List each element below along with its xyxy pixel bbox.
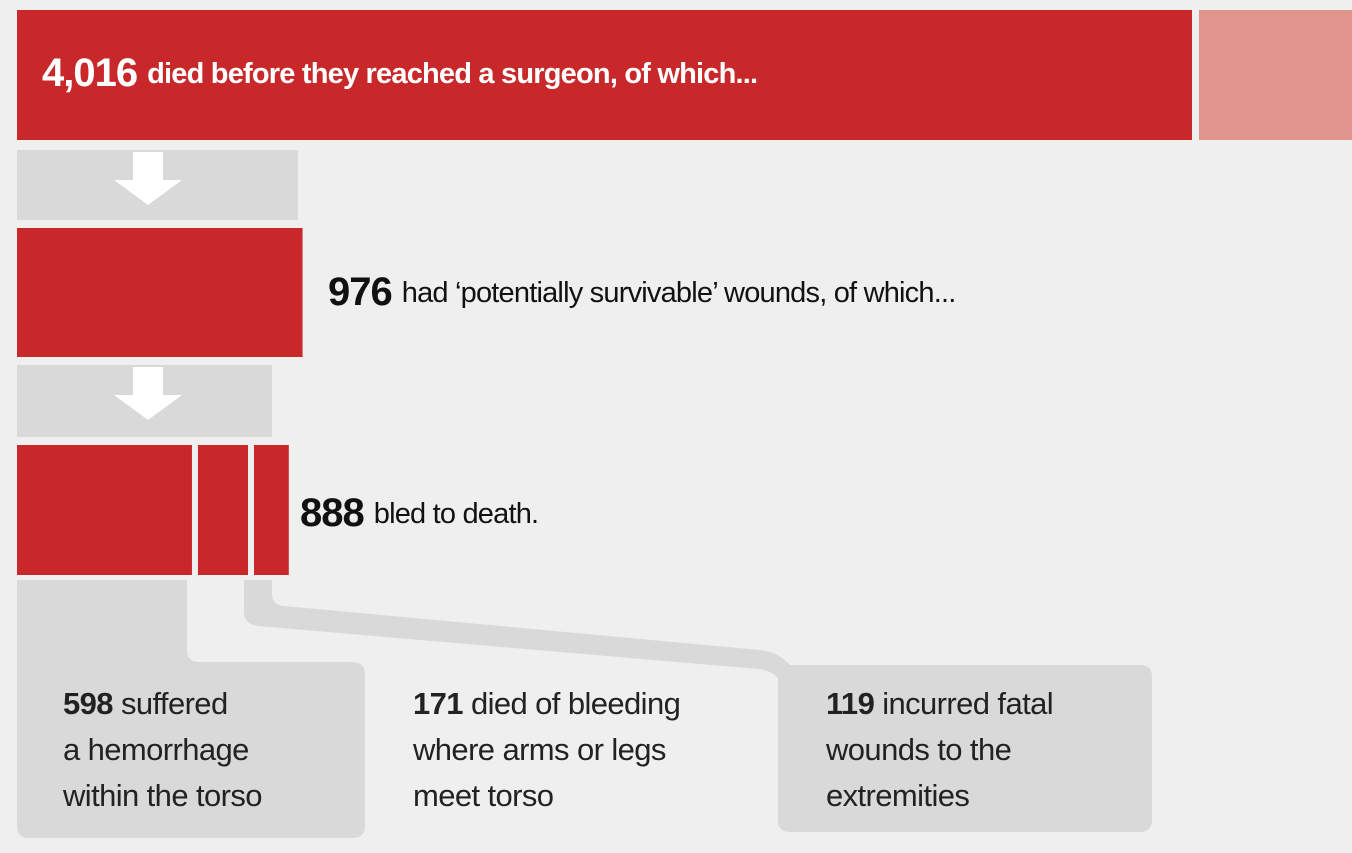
breakdown-text: meet torso [413, 778, 553, 813]
breakdown-text: 119 incurred fatal [826, 686, 1053, 721]
step-bar [17, 10, 1192, 140]
arrow [114, 367, 182, 420]
step-count: 4,016 [42, 51, 137, 95]
breakdown-text: within the torso [62, 778, 262, 813]
step-count: 976 [328, 270, 392, 314]
breakdown-text: wounds to the [825, 732, 1011, 767]
breakdown-box [244, 580, 1152, 832]
step-bar [17, 228, 303, 357]
breakdown-count: 119 [826, 686, 875, 721]
breakdown-text: extremities [826, 778, 969, 813]
step-label: died before they reached a surgeon, of w… [147, 58, 757, 90]
step-text: 888 bled to death. [300, 491, 538, 535]
breakdown-bar [197, 445, 248, 575]
arrow [114, 152, 182, 205]
step-label: had ‘potentially survivable’ wounds, of … [402, 277, 956, 309]
breakdown-line: suffered [121, 686, 228, 721]
breakdown-box [17, 580, 365, 838]
breakdown-bar [253, 445, 289, 575]
step-count: 888 [300, 491, 364, 535]
breakdown-count: 171 [413, 686, 463, 721]
step-text: 4,016 died before they reached a surgeon,… [42, 51, 757, 95]
remainder-bar [1199, 10, 1352, 140]
breakdown-bar [17, 445, 192, 575]
step-label: bled to death. [374, 498, 539, 530]
breakdown-count: 598 [63, 686, 113, 721]
breakdown-line: incurred fatal [882, 686, 1053, 721]
step-text: 976 had ‘potentially survivable’ wounds, … [328, 270, 956, 314]
breakdown-text: 598 suffered [63, 686, 228, 721]
breakdown-line: died of bleeding [471, 686, 680, 721]
breakdown-text: where arms or legs [412, 732, 666, 767]
breakdown-text: 171 died of bleeding [413, 686, 680, 721]
breakdown-text: a hemorrhage [63, 732, 249, 767]
